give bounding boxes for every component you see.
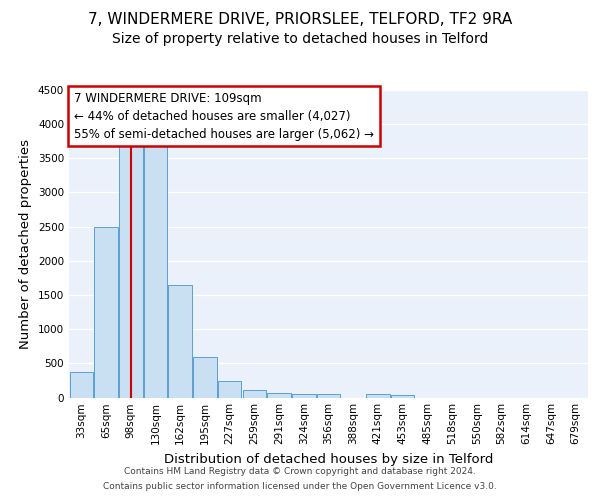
Bar: [193, 357, 217, 398]
Y-axis label: Number of detached properties: Number of detached properties: [19, 138, 32, 349]
Text: 7 WINDERMERE DRIVE: 109sqm
← 44% of detached houses are smaller (4,027)
55% of s: 7 WINDERMERE DRIVE: 109sqm ← 44% of deta…: [74, 92, 374, 140]
Bar: [169, 285, 192, 398]
Bar: [317, 394, 340, 398]
Bar: [119, 141, 143, 398]
Bar: [366, 394, 389, 398]
Bar: [94, 226, 118, 398]
Bar: [144, 141, 167, 398]
Bar: [391, 396, 415, 398]
Text: Contains HM Land Registry data © Crown copyright and database right 2024.: Contains HM Land Registry data © Crown c…: [124, 467, 476, 476]
Bar: [218, 381, 241, 398]
Text: Size of property relative to detached houses in Telford: Size of property relative to detached ho…: [112, 32, 488, 46]
Bar: [292, 394, 316, 398]
Bar: [242, 390, 266, 398]
X-axis label: Distribution of detached houses by size in Telford: Distribution of detached houses by size …: [164, 453, 493, 466]
Text: 7, WINDERMERE DRIVE, PRIORSLEE, TELFORD, TF2 9RA: 7, WINDERMERE DRIVE, PRIORSLEE, TELFORD,…: [88, 12, 512, 28]
Text: Contains public sector information licensed under the Open Government Licence v3: Contains public sector information licen…: [103, 482, 497, 491]
Bar: [268, 393, 291, 398]
Bar: [70, 372, 93, 398]
